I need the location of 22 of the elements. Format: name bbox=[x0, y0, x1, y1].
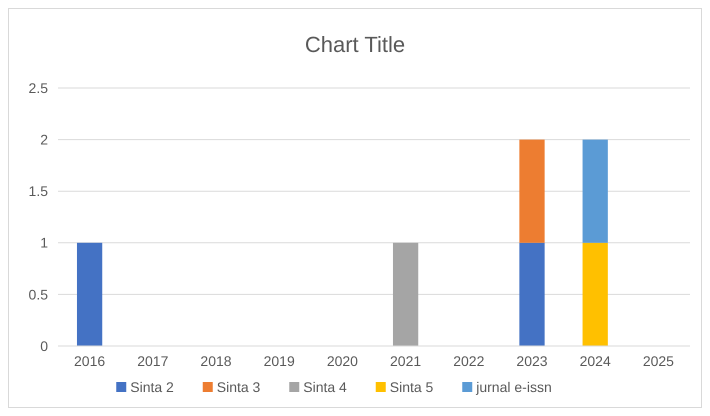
legend-label: Sinta 5 bbox=[390, 379, 434, 395]
y-tick-label: 2.5 bbox=[28, 80, 48, 96]
x-tick-label: 2024 bbox=[580, 353, 611, 369]
chart-title: Chart Title bbox=[304, 32, 406, 57]
y-tick-label: 2 bbox=[40, 132, 48, 148]
x-tick-label: 2017 bbox=[137, 353, 169, 369]
y-tick-label: 0.5 bbox=[28, 286, 48, 302]
x-tick-label: 2025 bbox=[642, 353, 674, 369]
x-tick-label: 2018 bbox=[200, 353, 232, 369]
x-tick-label: 2016 bbox=[74, 353, 106, 369]
legend-label: Sinta 4 bbox=[303, 379, 348, 395]
x-tick-label: 2023 bbox=[516, 353, 548, 369]
y-tick-label: 1 bbox=[40, 234, 48, 251]
x-tick-label: 2022 bbox=[453, 353, 485, 369]
y-tick-label: 1.5 bbox=[28, 183, 48, 200]
legend-label: Sinta 2 bbox=[130, 379, 174, 395]
y-tick-label: 0 bbox=[40, 338, 48, 354]
x-tick-label: 2021 bbox=[390, 353, 422, 369]
legend-label: jurnal e-issn bbox=[475, 379, 552, 395]
x-tick-label: 2019 bbox=[264, 353, 295, 369]
x-tick-label: 2020 bbox=[326, 353, 358, 369]
legend-label: Sinta 3 bbox=[216, 379, 261, 395]
